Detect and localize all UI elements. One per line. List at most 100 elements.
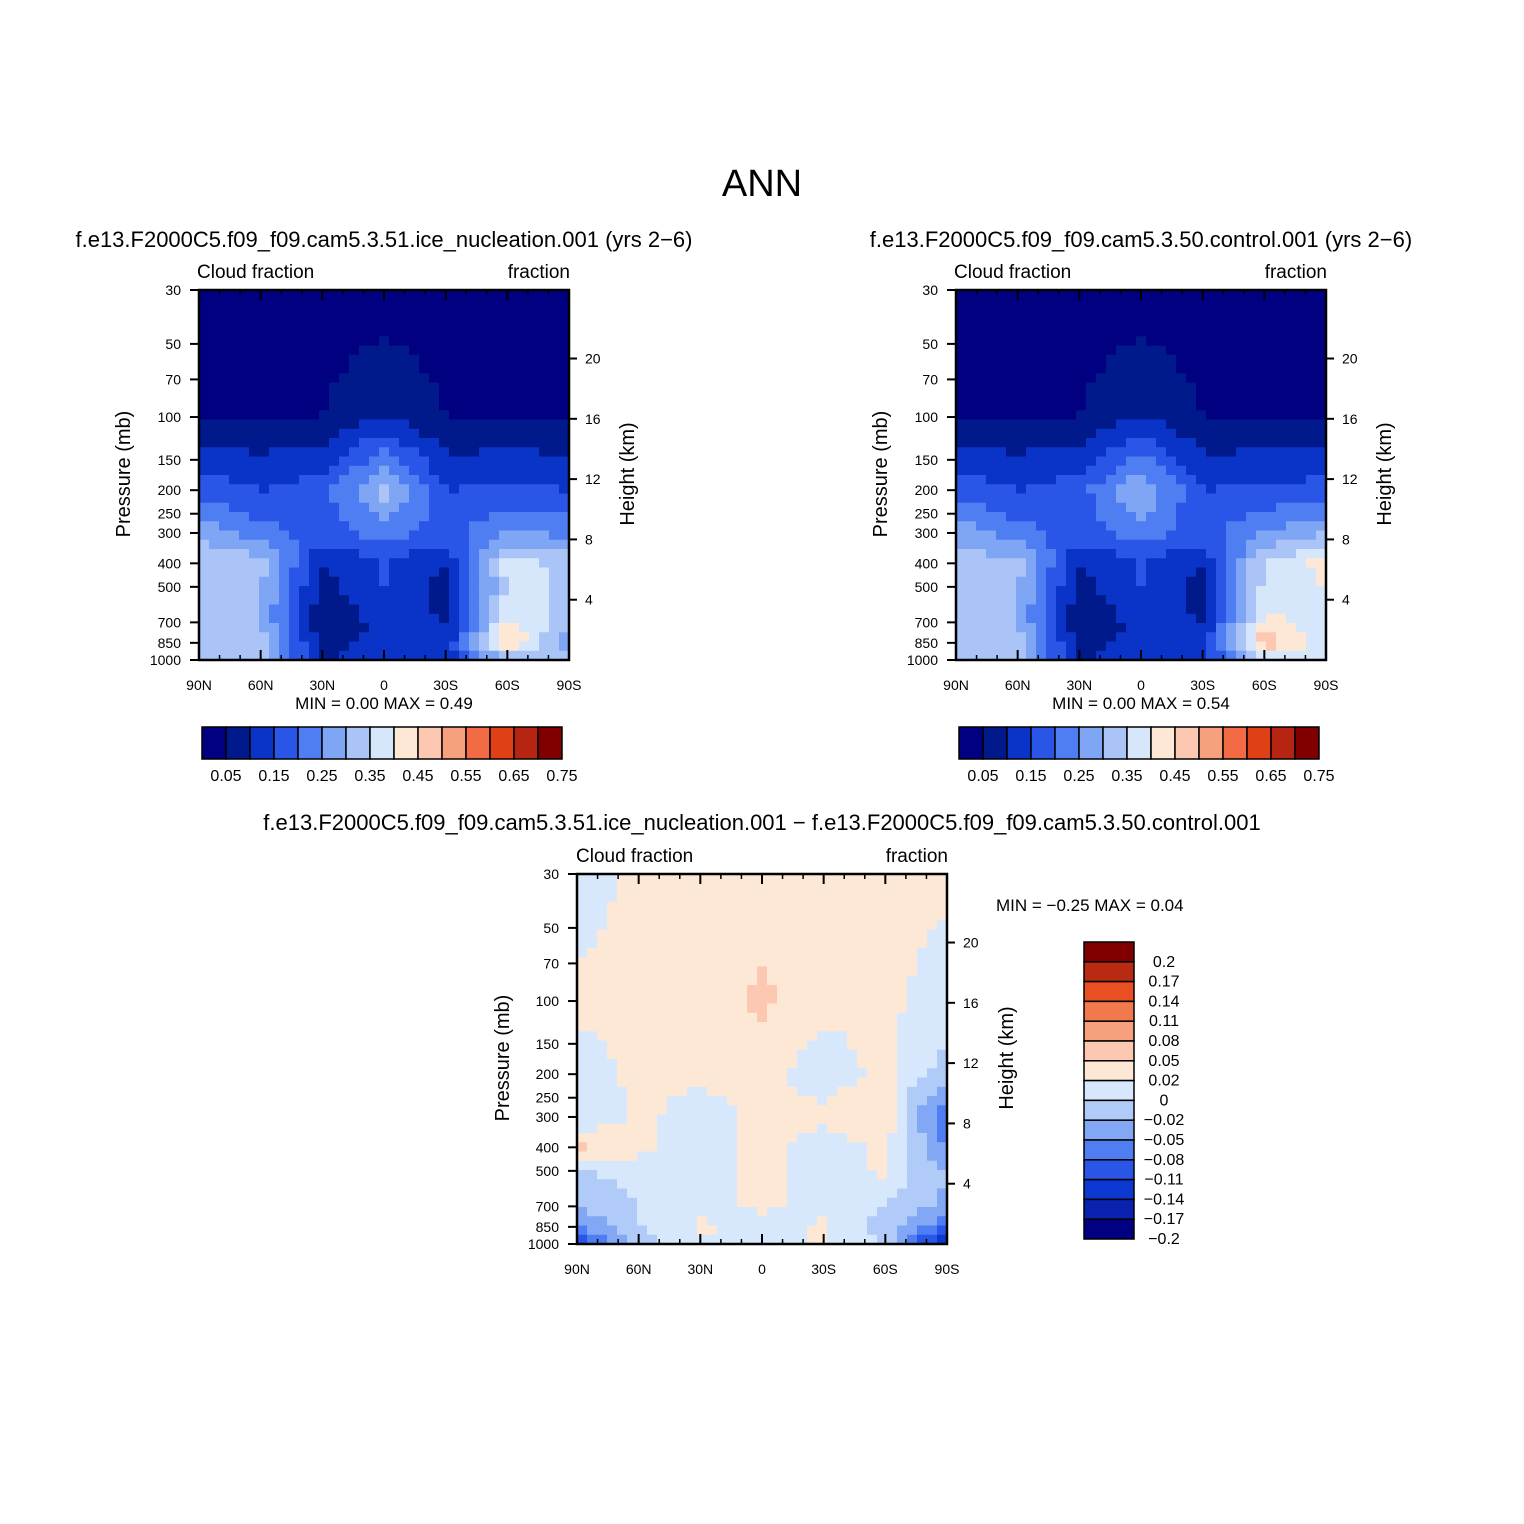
contour-cell [677,1188,688,1199]
contour-cell [1226,613,1237,624]
contour-cell [259,604,270,615]
contour-cell [1036,530,1047,541]
contour-cell [429,475,440,485]
contour-cell [1306,493,1317,504]
contour-cell [867,1059,878,1069]
contour-cell [787,929,798,940]
contour-cell [757,1049,768,1060]
contour-cell [399,493,410,504]
contour-cell [657,948,668,958]
contour-cell [797,1188,808,1199]
contour-cell [1176,641,1187,652]
contour-cell [717,1077,728,1088]
contour-cell [857,1151,868,1162]
colorbar-swatch [1083,1000,1135,1022]
contour-cell [1256,345,1267,356]
contour-cell [1096,521,1107,532]
contour-cell [329,475,340,485]
contour-cell [439,327,450,337]
contour-cell [219,549,230,559]
contour-cell [707,1059,718,1069]
contour-cell [1136,512,1147,522]
contour-cell [956,345,967,356]
contour-cell [1226,567,1237,578]
contour-cell [727,892,738,903]
contour-cell [1026,299,1037,310]
contour-cell [617,1022,628,1032]
contour-cell [1176,493,1187,504]
contour-cell [677,985,688,995]
contour-cell [1306,613,1317,624]
contour-cell [209,364,220,374]
contour-cell [1056,586,1067,596]
contour-cell [917,1133,928,1143]
contour-cell [647,1197,658,1208]
contour-cell [239,345,250,356]
contour-cell [1196,391,1207,402]
contour-cell [1236,290,1247,300]
contour-cell [409,308,420,319]
contour-cell [369,623,380,633]
contour-cell [559,521,570,532]
contour-cell [399,558,410,569]
contour-cell [1156,354,1167,365]
contour-cell [777,994,788,1005]
contour-cell [489,345,500,356]
contour-cell [817,1123,828,1134]
contour-cell [887,1049,898,1060]
contour-cell [399,336,410,347]
contour-cell [559,308,570,319]
contour-cell [269,438,280,448]
contour-cell [399,613,410,624]
contour-cell [1036,327,1047,337]
contour-cell [1296,641,1307,652]
contour-cell [239,512,250,522]
contour-cell [529,539,540,550]
p-tick-label: 200 [915,482,939,498]
contour-cell [687,1012,698,1023]
contour-cell [1056,410,1067,421]
contour-cell [1116,401,1127,411]
contour-cell [1086,604,1097,615]
contour-cell [279,391,290,402]
contour-cell [937,1142,948,1153]
contour-cell [757,1059,768,1069]
contour-cell [787,920,798,931]
contour-cell [449,465,460,476]
contour-cell [1006,576,1017,587]
contour-cell [1146,641,1157,652]
contour-cell [1106,576,1117,587]
contour-cell [907,901,918,912]
contour-cell [607,892,618,903]
contour-cell [509,512,520,522]
contour-cell [1126,512,1137,522]
contour-cell [519,539,530,550]
contour-cell [559,438,570,448]
contour-cell [817,1086,828,1097]
contour-cell [549,613,560,624]
contour-cell [1136,419,1147,430]
contour-cell [419,465,430,476]
contour-cell [1056,354,1067,365]
contour-cell [269,558,280,569]
contour-cell [239,447,250,458]
contour-cell [927,1216,938,1227]
contour-cell [409,604,420,615]
contour-cell [519,632,530,643]
contour-cell [917,966,928,977]
contour-cell [409,401,420,411]
contour-cell [966,401,977,411]
contour-cell [857,1225,868,1236]
contour-cell [309,521,320,532]
contour-cell [269,364,280,374]
contour-cell [239,475,250,485]
contour-cell [289,419,300,430]
contour-cell [607,1160,618,1171]
contour-cell [787,966,798,977]
contour-cell [797,920,808,931]
contour-cell [657,975,668,986]
colorbar-swatch [249,726,275,760]
contour-cell [289,623,300,633]
contour-cell [1126,410,1137,421]
contour-cell [976,530,987,541]
